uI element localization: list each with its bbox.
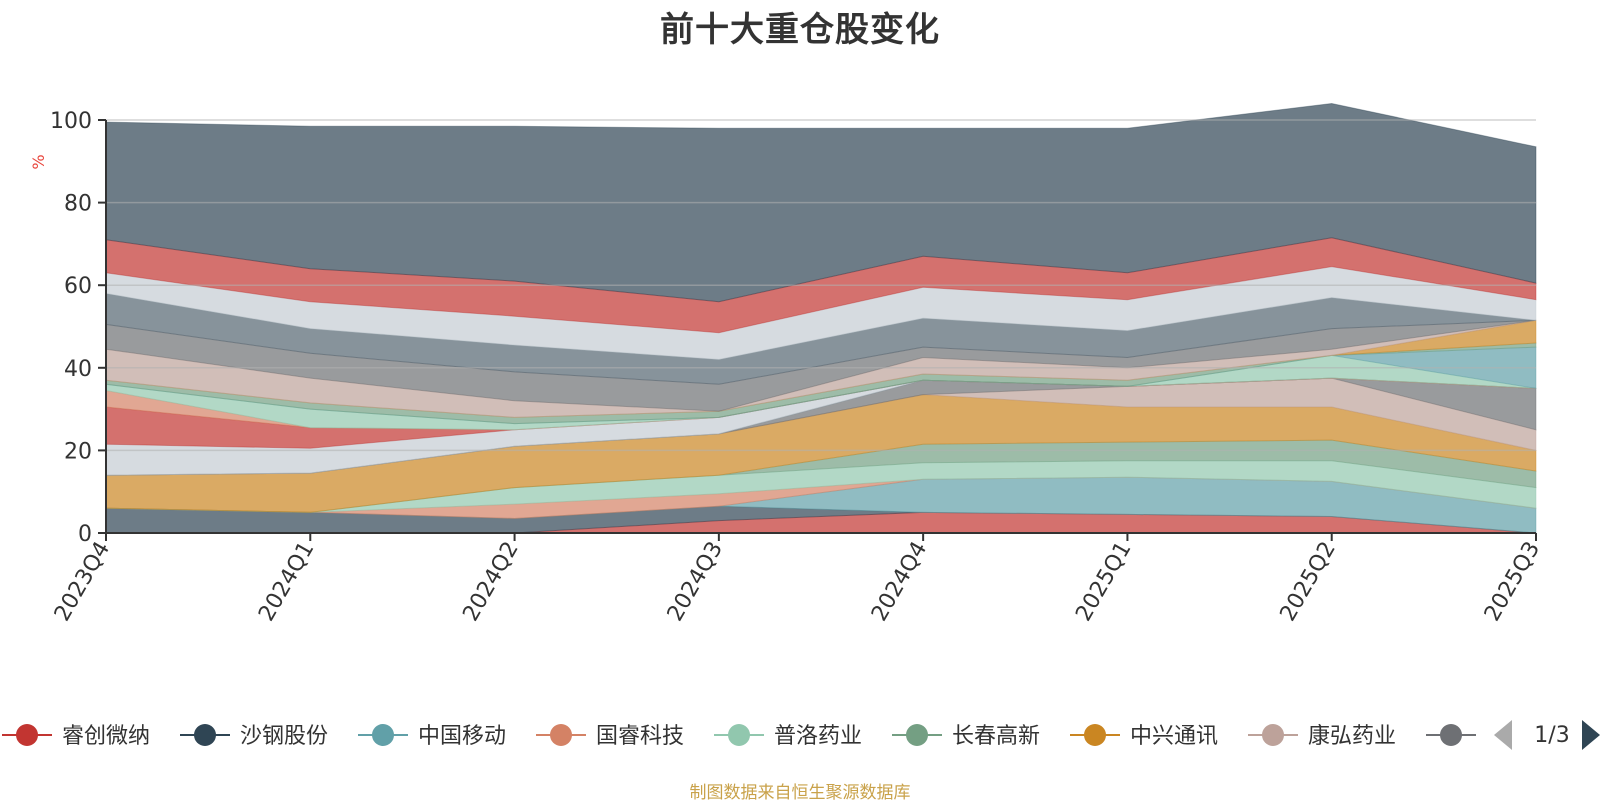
x-tick-label-2024Q2: 2024Q2	[458, 538, 523, 626]
area-layer	[105, 102, 1537, 534]
x-tick-label-2025Q1: 2025Q1	[1071, 538, 1136, 626]
legend-label: 国睿科技	[596, 724, 684, 749]
legend-label: 睿创微纳	[62, 724, 150, 749]
legend-item-5[interactable]: 普洛药业	[714, 724, 862, 749]
chart-title: 前十大重仓股变化	[660, 10, 940, 50]
legend-label: 沙钢股份	[240, 724, 328, 749]
legend-item-6[interactable]: 长春高新	[892, 724, 1040, 749]
x-tick-label-2024Q3: 2024Q3	[663, 538, 728, 626]
legend-marker-icon	[550, 724, 572, 746]
legend-marker-icon	[906, 724, 928, 746]
legend-label: 长春高新	[952, 724, 1040, 749]
legend-prev-arrow-icon[interactable]	[1494, 720, 1512, 750]
legend-item-8[interactable]: 康弘药业	[1248, 724, 1396, 749]
legend-item-9[interactable]: 第九	[1426, 724, 1530, 749]
legend-item-1[interactable]: 睿创微纳	[2, 724, 150, 749]
area-series-21	[105, 266, 1537, 361]
x-tick-label-2025Q2: 2025Q2	[1276, 538, 1341, 626]
x-tick-label-2025Q3: 2025Q3	[1480, 538, 1545, 626]
legend-marker-icon	[372, 724, 394, 746]
y-tick-label-60: 60	[64, 274, 92, 299]
grid-layer	[106, 119, 1536, 452]
legend-marker-icon	[16, 724, 38, 746]
legend-next-arrow-icon[interactable]	[1582, 720, 1600, 750]
legend-item-7[interactable]: 中兴通讯	[1070, 724, 1218, 749]
y-tick-label-20: 20	[64, 439, 92, 464]
legend-item-3[interactable]: 中国移动	[358, 724, 506, 749]
x-tick-label-2023Q4: 2023Q4	[50, 538, 115, 626]
legend-marker-icon	[1440, 724, 1462, 746]
y-axis-label: %	[29, 154, 48, 169]
legend-page-indicator: 1/3	[1534, 723, 1569, 748]
legend-marker-icon	[728, 724, 750, 746]
y-tick-label-40: 40	[64, 357, 92, 382]
legend-marker-icon	[1262, 724, 1284, 746]
legend-marker-icon	[1084, 724, 1106, 746]
area-series-9	[105, 377, 1537, 476]
area-series-19	[105, 319, 1537, 412]
legend-item-2[interactable]: 沙钢股份	[180, 724, 328, 749]
x-tick-label-2024Q1: 2024Q1	[254, 538, 319, 626]
y-tick-label-80: 80	[64, 192, 92, 217]
legend-label: 中国移动	[418, 724, 506, 749]
y-tick-label-0: 0	[78, 522, 92, 547]
legend: 睿创微纳 沙钢股份 中国移动 国睿科技 普洛药业 长春高新 中兴通讯 康弘药业 第九1/3	[2, 720, 1600, 750]
data-source-note: 制图数据来自恒生聚源数据库	[689, 783, 911, 803]
legend-item-4[interactable]: 国睿科技	[536, 724, 684, 749]
area-series-8	[105, 377, 1537, 476]
legend-label: 中兴通讯	[1130, 724, 1218, 749]
legend-marker-icon	[194, 724, 216, 746]
legend-label: 普洛药业	[774, 724, 862, 749]
x-tick-label-2024Q4: 2024Q4	[867, 538, 932, 626]
legend-label: 康弘药业	[1308, 724, 1396, 749]
y-tick-label-100: 100	[50, 109, 92, 134]
legend-items: 睿创微纳 沙钢股份 中国移动 国睿科技 普洛药业 长春高新 中兴通讯 康弘药业 第九	[2, 724, 1530, 749]
